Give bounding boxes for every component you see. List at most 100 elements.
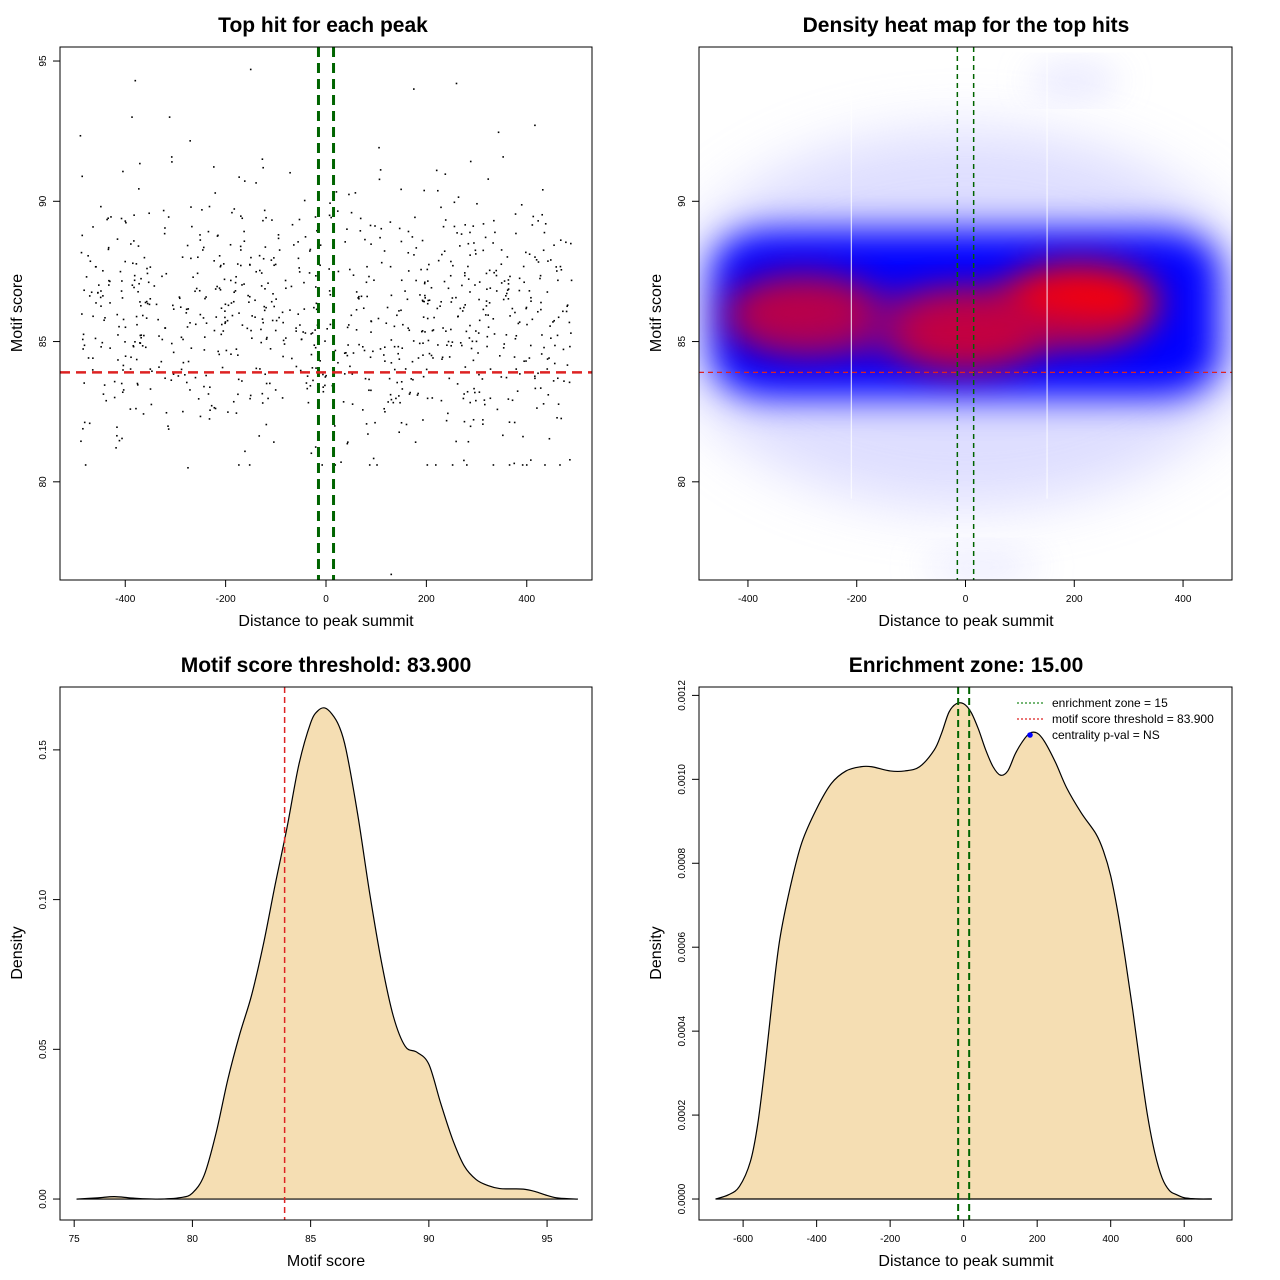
scatter-point xyxy=(553,362,556,365)
scatter-point xyxy=(116,434,118,437)
scatter-point xyxy=(284,279,287,282)
scatter-point xyxy=(506,256,509,258)
scatter-point xyxy=(248,301,250,303)
scatter-point xyxy=(103,384,106,386)
scatter-point xyxy=(478,391,481,393)
scatter-point xyxy=(428,352,431,355)
scatter-point xyxy=(412,340,415,342)
scatter-point xyxy=(534,256,536,258)
scatter-points xyxy=(79,68,573,576)
scatter-point xyxy=(554,344,556,347)
scatter-point xyxy=(224,316,226,319)
scatter-point xyxy=(270,300,273,303)
scatter-point xyxy=(207,393,210,395)
scatter-point xyxy=(265,423,268,426)
scatter-point xyxy=(441,253,443,256)
scatter-point xyxy=(563,380,565,382)
scatter-point xyxy=(505,376,508,379)
scatter-point xyxy=(108,284,110,286)
scatter-point xyxy=(92,315,94,318)
scatter-point xyxy=(475,253,477,255)
scatter-point xyxy=(243,180,246,182)
x-tick-label: 200 xyxy=(1066,594,1083,605)
scatter-point xyxy=(400,421,403,424)
scatter-point xyxy=(199,239,202,241)
scatter-point xyxy=(299,324,301,326)
scatter-point xyxy=(377,317,380,320)
scatter-point xyxy=(433,316,435,319)
scatter-point xyxy=(388,377,391,380)
scatter-point xyxy=(518,321,521,323)
scatter-point xyxy=(81,313,83,315)
scatter-point xyxy=(329,323,332,326)
scatter-point xyxy=(207,230,210,233)
scatter-point xyxy=(466,390,469,393)
scatter-point xyxy=(495,274,498,277)
scatter-point xyxy=(366,295,368,298)
scatter-point xyxy=(310,353,313,356)
scatter-point xyxy=(324,376,327,378)
scatter-point xyxy=(82,333,85,336)
scatter-point xyxy=(358,295,360,298)
scatter-point xyxy=(307,401,310,404)
scatter-point xyxy=(269,382,271,385)
scatter-point xyxy=(355,308,358,311)
scatter-point xyxy=(144,346,147,349)
scatter-point xyxy=(390,573,393,576)
scatter-point xyxy=(194,323,197,326)
scatter-point xyxy=(238,312,240,314)
scatter-point xyxy=(423,189,425,192)
scatter-point xyxy=(102,269,104,272)
scatter-point xyxy=(559,265,562,268)
chart-title: Top hit for each peak xyxy=(218,14,428,37)
scatter-point xyxy=(321,464,323,466)
scatter-point xyxy=(414,216,416,219)
scatter-point xyxy=(552,321,554,323)
scatter-point xyxy=(443,280,446,283)
scatter-point xyxy=(398,310,400,312)
scatter-point xyxy=(515,232,517,235)
scatter-point xyxy=(262,257,265,260)
scatter-point xyxy=(85,276,88,278)
scatter-point xyxy=(309,248,312,251)
scatter-point xyxy=(261,158,264,160)
scatter-point xyxy=(347,324,350,326)
scatter-point xyxy=(553,319,555,322)
scatter-point xyxy=(446,344,448,346)
scatter-point xyxy=(234,290,237,292)
scatter-point xyxy=(170,379,173,381)
scatter-point xyxy=(135,358,138,361)
scatter-point xyxy=(534,387,537,390)
scatter-point xyxy=(500,376,503,378)
scatter-point xyxy=(498,355,501,357)
scatter-point xyxy=(386,306,389,309)
scatter-point xyxy=(195,287,198,290)
scatter-point xyxy=(503,280,506,282)
scatter-point xyxy=(187,308,190,310)
scatter-point xyxy=(552,380,555,382)
scatter-point xyxy=(507,279,510,281)
scatter-point xyxy=(430,354,433,357)
y-tick-label: 0.0004 xyxy=(677,1015,688,1046)
scatter-point xyxy=(514,213,517,215)
scatter-point xyxy=(478,373,480,376)
scatter-point xyxy=(506,289,509,291)
scatter-point xyxy=(420,268,422,271)
scatter-point xyxy=(401,347,404,349)
scatter-point xyxy=(259,368,261,370)
scatter-point xyxy=(95,265,97,268)
scatter-point xyxy=(502,298,505,301)
scatter-point xyxy=(426,268,429,271)
scatter-point xyxy=(568,381,571,384)
scatter-point xyxy=(523,281,525,284)
scatter-point xyxy=(241,217,244,220)
scatter-point xyxy=(472,418,475,421)
scatter-point xyxy=(439,305,441,307)
scatter-point xyxy=(349,365,351,368)
scatter-point xyxy=(289,309,291,311)
scatter-point xyxy=(297,257,300,260)
scatter-point xyxy=(418,342,421,345)
y-tick-label: 0.15 xyxy=(38,740,49,760)
scatter-point xyxy=(151,370,153,373)
scatter-point xyxy=(224,321,227,323)
